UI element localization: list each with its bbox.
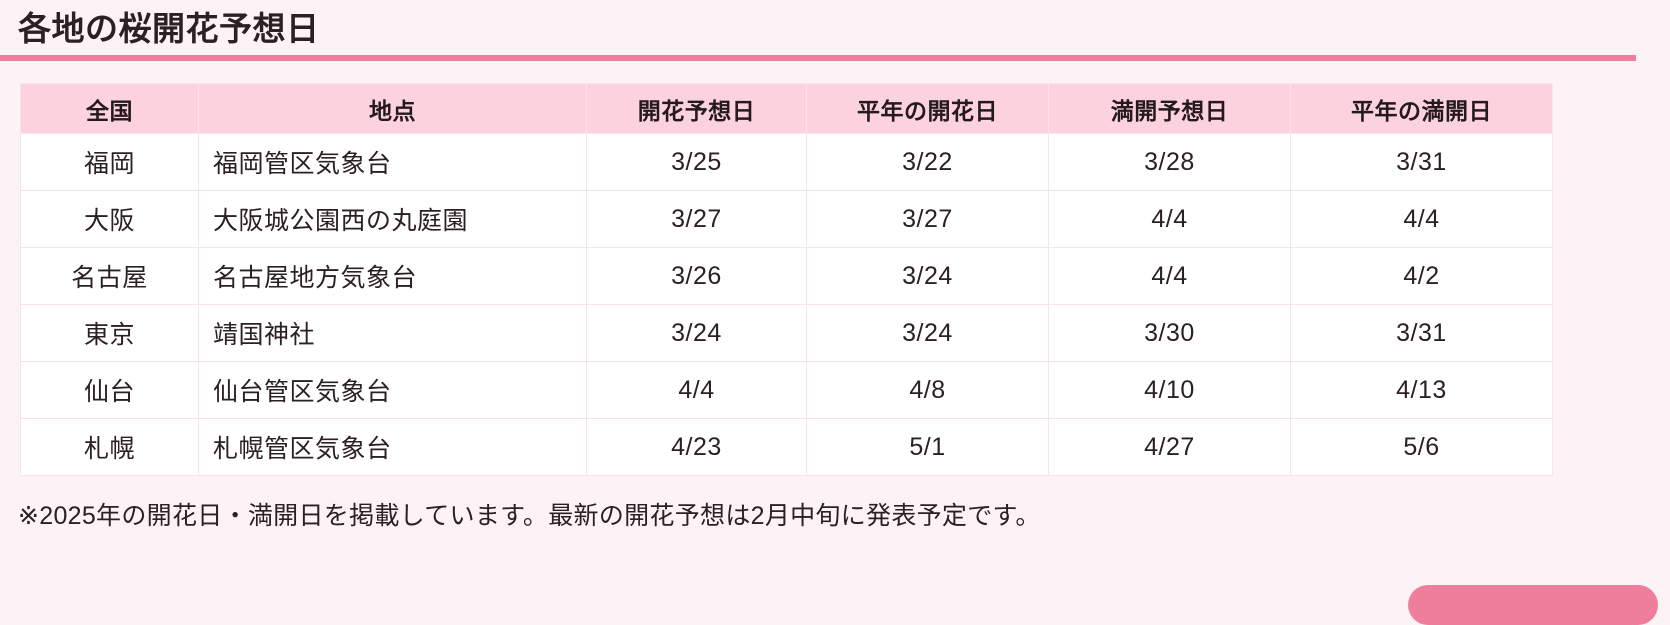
cell-spot: 大阪城公園西の丸庭園 xyxy=(198,190,587,249)
cell-fullavg: 4/13 xyxy=(1290,361,1553,420)
column-header-full: 満開予想日 xyxy=(1048,83,1291,135)
column-header-spot: 地点 xyxy=(198,83,587,135)
cell-fullavg: 4/4 xyxy=(1290,190,1553,249)
cell-spot: 札幌管区気象台 xyxy=(198,418,587,477)
footnote-text: ※2025年の開花日・満開日を掲載しています。最新の開花予想は2月中旬に発表予定… xyxy=(18,502,1041,531)
cell-full: 3/28 xyxy=(1048,133,1291,192)
column-header-bloom: 開花予想日 xyxy=(586,83,807,135)
column-header-bloomavg: 平年の開花日 xyxy=(806,83,1049,135)
column-header-fullavg: 平年の満開日 xyxy=(1290,83,1553,135)
cell-fullavg: 3/31 xyxy=(1290,133,1553,192)
table-row: 東京 靖国神社 3/24 3/24 3/30 3/31 xyxy=(20,304,1553,363)
cell-bloom: 3/25 xyxy=(586,133,807,192)
cell-bloom: 3/26 xyxy=(586,247,807,306)
forecast-table-wrap: 全国 地点 開花予想日 平年の開花日 満開予想日 平年の満開日 福岡 福岡管区気… xyxy=(0,61,1670,477)
cell-fullavg: 4/2 xyxy=(1290,247,1553,306)
sakura-forecast-table: 全国 地点 開花予想日 平年の開花日 満開予想日 平年の満開日 福岡 福岡管区気… xyxy=(20,83,1553,477)
title-underline-wrap xyxy=(0,55,1670,62)
cell-spot: 名古屋地方気象台 xyxy=(198,247,587,306)
cell-region: 福岡 xyxy=(20,133,199,192)
cell-spot: 仙台管区気象台 xyxy=(198,361,587,420)
cell-full: 4/4 xyxy=(1048,247,1291,306)
cell-region: 札幌 xyxy=(20,418,199,477)
cell-bloomavg: 5/1 xyxy=(806,418,1049,477)
cell-bloom: 3/27 xyxy=(586,190,807,249)
cell-fullavg: 5/6 xyxy=(1290,418,1553,477)
cell-spot: 靖国神社 xyxy=(198,304,587,363)
title-block: 各地の桜開花予想日 xyxy=(0,0,1670,55)
cell-bloomavg: 3/27 xyxy=(806,190,1049,249)
cell-bloom: 3/24 xyxy=(586,304,807,363)
cell-bloomavg: 3/22 xyxy=(806,133,1049,192)
cell-spot: 福岡管区気象台 xyxy=(198,133,587,192)
cell-bloomavg: 3/24 xyxy=(806,304,1049,363)
cell-fullavg: 3/31 xyxy=(1290,304,1553,363)
cell-full: 4/10 xyxy=(1048,361,1291,420)
cell-region: 東京 xyxy=(20,304,199,363)
cell-region: 大阪 xyxy=(20,190,199,249)
bottom-accent-pill xyxy=(1408,585,1658,625)
cell-bloomavg: 4/8 xyxy=(806,361,1049,420)
table-row: 大阪 大阪城公園西の丸庭園 3/27 3/27 4/4 4/4 xyxy=(20,190,1553,249)
title-underline-rule xyxy=(0,55,1636,62)
page-title: 各地の桜開花予想日 xyxy=(18,10,320,47)
cell-full: 4/4 xyxy=(1048,190,1291,249)
table-row: 福岡 福岡管区気象台 3/25 3/22 3/28 3/31 xyxy=(20,133,1553,192)
column-header-region: 全国 xyxy=(20,83,199,135)
cell-region: 名古屋 xyxy=(20,247,199,306)
cell-bloomavg: 3/24 xyxy=(806,247,1049,306)
table-row: 札幌 札幌管区気象台 4/23 5/1 4/27 5/6 xyxy=(20,418,1553,477)
table-header-row: 全国 地点 開花予想日 平年の開花日 満開予想日 平年の満開日 xyxy=(20,83,1553,135)
cell-full: 4/27 xyxy=(1048,418,1291,477)
table-row: 名古屋 名古屋地方気象台 3/26 3/24 4/4 4/2 xyxy=(20,247,1553,306)
cell-region: 仙台 xyxy=(20,361,199,420)
cell-full: 3/30 xyxy=(1048,304,1291,363)
cell-bloom: 4/23 xyxy=(586,418,807,477)
table-row: 仙台 仙台管区気象台 4/4 4/8 4/10 4/13 xyxy=(20,361,1553,420)
cell-bloom: 4/4 xyxy=(586,361,807,420)
